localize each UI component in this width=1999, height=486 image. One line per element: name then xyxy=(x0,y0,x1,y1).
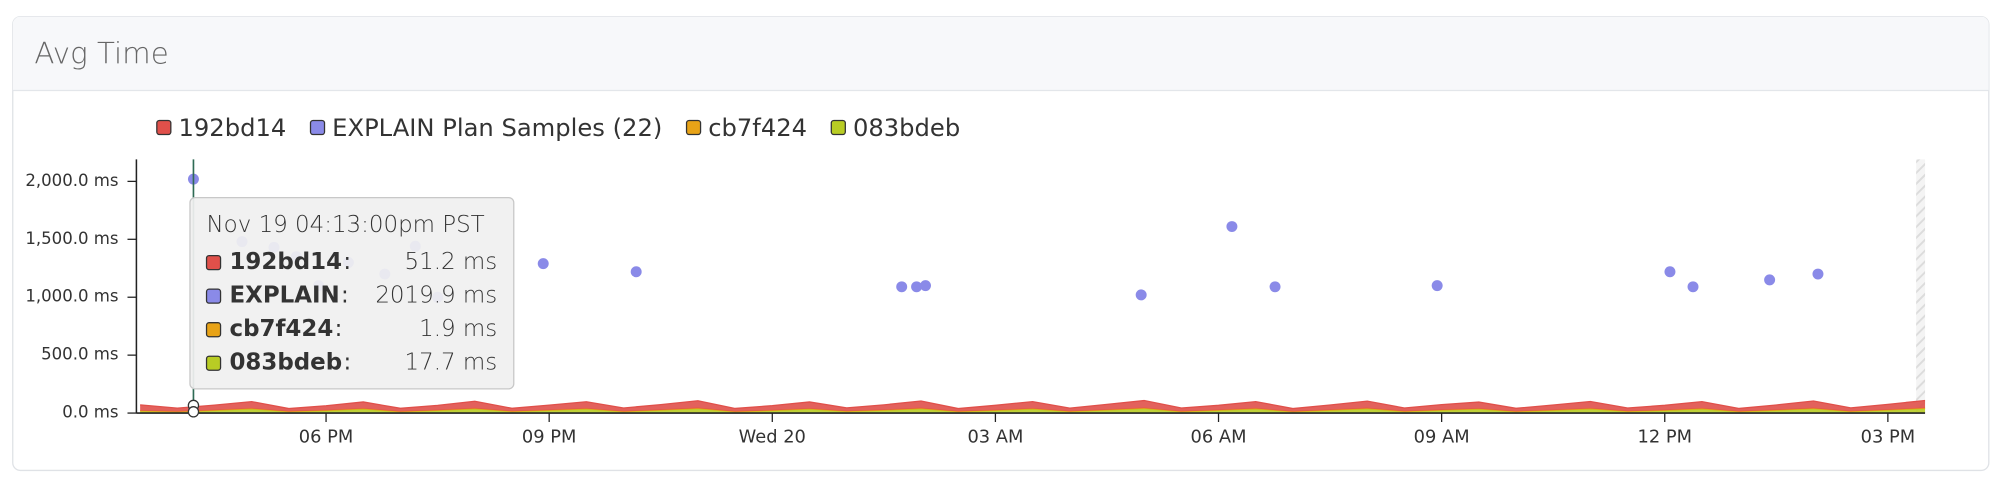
area-line xyxy=(140,399,1926,410)
tooltip-swatch xyxy=(205,355,222,371)
tooltip-swatch xyxy=(205,254,222,271)
sample-point xyxy=(1812,268,1824,280)
panel-title: Avg Time xyxy=(34,36,168,70)
sample-point xyxy=(537,258,549,270)
tooltip-box xyxy=(189,196,515,390)
incomplete-period xyxy=(1916,159,1926,414)
tooltip-sep: : xyxy=(341,283,349,309)
y-tick-label: 500.0 ms xyxy=(41,345,118,364)
legend-swatch xyxy=(156,119,172,136)
y-tick-label: 1,000.0 ms xyxy=(25,287,118,306)
tooltip-sep: : xyxy=(335,316,343,342)
tooltip-label: 083bdeb xyxy=(229,350,342,376)
legend-label: 192bd14 xyxy=(178,114,286,142)
tooltip-value: 1.9 ms xyxy=(419,316,497,342)
x-tick-label: 09 AM xyxy=(1414,426,1470,447)
x-tick-label: 03 PM xyxy=(1861,426,1916,447)
plot-area: 192bd14 EXPLAIN Plan Samples (22) cb7f424 0… xyxy=(25,114,1926,447)
x-tick-label: 03 AM xyxy=(967,426,1023,447)
sample-point xyxy=(1269,281,1281,293)
x-tick-label: Wed 20 xyxy=(739,426,806,447)
y-tick-label: 0.0 ms xyxy=(62,403,118,422)
legend-label: EXPLAIN Plan Samples (22) xyxy=(332,114,662,142)
sample-point xyxy=(896,281,908,293)
legend-swatch xyxy=(830,119,846,136)
tooltip-label: cb7f424 xyxy=(229,316,333,342)
tooltip-label: 192bd14 xyxy=(229,249,342,275)
y-tick-label: 1,500.0 ms xyxy=(25,229,118,248)
sample-point xyxy=(911,281,923,293)
x-tick-label: 06 AM xyxy=(1191,426,1247,447)
x-tick-label: 06 PM xyxy=(299,426,354,447)
tooltip-swatch xyxy=(205,288,222,304)
sample-point xyxy=(1226,221,1238,233)
tooltip-value: 17.7 ms xyxy=(405,350,498,376)
area-fill xyxy=(140,400,1926,412)
tooltip-title: Nov 19 04:13:00pm PST xyxy=(207,212,485,238)
sample-point xyxy=(1687,281,1699,293)
legend-swatch xyxy=(685,119,702,136)
legend-label: cb7f424 xyxy=(708,114,807,142)
tooltip-value: 51.2 ms xyxy=(405,249,498,275)
tooltip-sep: : xyxy=(343,249,351,275)
legend-swatch xyxy=(309,119,326,136)
tooltip-sep: : xyxy=(343,350,351,376)
panel-header xyxy=(12,16,1989,91)
hover-dot xyxy=(187,406,200,418)
sample-point xyxy=(1135,289,1147,301)
x-tick-label: 12 PM xyxy=(1638,426,1693,447)
tooltip-swatch xyxy=(205,322,222,338)
x-tick-label: 09 PM xyxy=(522,426,577,447)
sample-point xyxy=(920,280,931,292)
legend-label: 083bdeb xyxy=(853,114,960,142)
y-tick-label: 2,000.0 ms xyxy=(25,171,118,190)
tooltip-value: 2019.9 ms xyxy=(375,283,497,309)
sample-point xyxy=(1764,274,1776,286)
sample-point xyxy=(1431,280,1443,292)
sample-point xyxy=(1664,266,1676,278)
tooltip-label: EXPLAIN xyxy=(229,283,339,309)
sample-point xyxy=(630,266,642,278)
